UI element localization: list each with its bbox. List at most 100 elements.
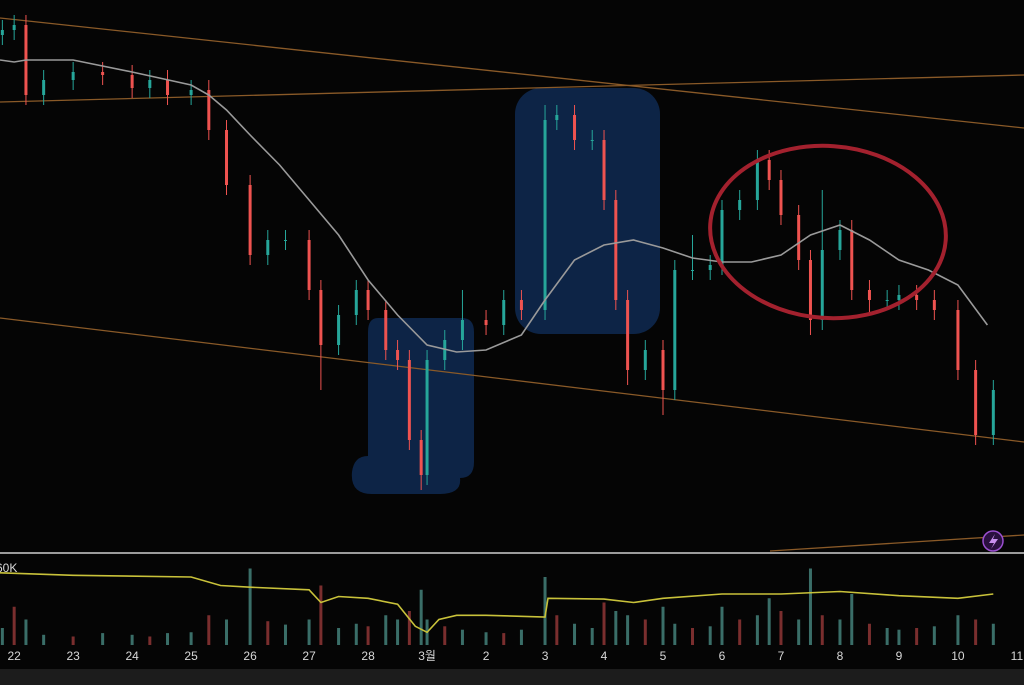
volume-bar xyxy=(384,615,388,645)
volume-bar xyxy=(779,611,783,645)
volume-bar xyxy=(661,606,665,645)
highlight-box xyxy=(515,88,660,334)
candle-body xyxy=(626,300,630,370)
candle-body xyxy=(354,290,358,315)
annotations xyxy=(351,88,660,494)
volume-bar xyxy=(519,629,523,645)
candle-body xyxy=(885,300,889,301)
candle-body xyxy=(0,30,4,35)
candle-body xyxy=(384,310,388,350)
trend-line xyxy=(769,534,1024,552)
volume-bar xyxy=(419,589,423,645)
candle-body xyxy=(956,310,960,370)
volume-bar xyxy=(354,623,358,645)
volume-bar xyxy=(189,632,193,645)
candle-body xyxy=(991,390,995,435)
x-tick-label: 24 xyxy=(125,649,139,663)
volume-bar xyxy=(283,624,287,645)
candle-body xyxy=(543,120,547,310)
candle-body xyxy=(337,315,341,345)
candle-body xyxy=(484,320,488,325)
volume-bar xyxy=(932,626,936,645)
volume-bar xyxy=(626,615,630,645)
volume-bar xyxy=(24,619,28,645)
volume-bar xyxy=(130,634,134,645)
volume-bar xyxy=(956,615,960,645)
candle-body xyxy=(915,295,919,300)
candle-body xyxy=(166,80,170,95)
candle-body xyxy=(779,180,783,215)
candle-body xyxy=(673,270,677,390)
candle-body xyxy=(602,140,606,200)
volume-bar xyxy=(755,615,759,645)
volume-bar xyxy=(867,623,871,645)
candle-body xyxy=(130,75,134,88)
candle-body xyxy=(407,360,411,440)
volume-bar xyxy=(991,623,995,645)
volume-bar xyxy=(573,623,577,645)
candle-body xyxy=(767,160,771,180)
candle-body xyxy=(419,440,423,475)
volume-bar xyxy=(337,628,341,645)
x-tick-label: 10 xyxy=(951,649,965,663)
x-tick-label: 25 xyxy=(184,649,198,663)
volume-bar xyxy=(897,629,901,645)
volume-bar xyxy=(148,636,152,645)
volume-bar xyxy=(690,628,694,645)
candle-body xyxy=(897,295,901,300)
volume-bar xyxy=(502,633,506,645)
trend-lines xyxy=(0,17,1024,552)
x-tick-label: 22 xyxy=(7,649,21,663)
volume-bar xyxy=(248,568,252,645)
volume-bar xyxy=(555,615,559,645)
volume-bar xyxy=(767,598,771,645)
candle-body xyxy=(555,115,559,120)
volume-bar xyxy=(71,636,75,645)
volume-bar xyxy=(207,615,211,645)
volume-bar xyxy=(708,626,712,645)
x-tick-label: 27 xyxy=(302,649,316,663)
volume-bar xyxy=(738,619,742,645)
candle-body xyxy=(755,160,759,200)
indicator-line xyxy=(0,59,989,353)
candle-body xyxy=(207,90,211,130)
volume-bar xyxy=(12,606,16,645)
volume-bar xyxy=(590,628,594,645)
x-tick-label: 4 xyxy=(601,649,608,663)
candle-body xyxy=(425,360,429,475)
candle-body xyxy=(307,240,311,290)
candle-body xyxy=(189,90,193,95)
plot-area: 222324252627283월23456789101160K xyxy=(0,15,1023,663)
volume-bar xyxy=(166,633,170,645)
volume-bar xyxy=(266,621,270,645)
volume-bar xyxy=(366,626,370,645)
candle-body xyxy=(319,290,323,345)
volume-bar xyxy=(602,602,606,645)
indicator-line xyxy=(0,572,994,634)
volume-bar xyxy=(673,623,677,645)
candle-body xyxy=(867,290,871,300)
candle-body xyxy=(519,300,523,310)
volume-bar xyxy=(543,577,547,645)
candle-body xyxy=(42,80,46,95)
candle-body xyxy=(820,250,824,320)
candle-body xyxy=(838,230,842,250)
volume-bar xyxy=(460,629,464,645)
x-tick-label: 8 xyxy=(837,649,844,663)
candle-body xyxy=(690,270,694,271)
volume-bar xyxy=(319,585,323,645)
candle-body xyxy=(590,140,594,141)
trend-line xyxy=(0,317,1024,443)
candle-body xyxy=(101,72,105,75)
volume-bar xyxy=(614,611,618,645)
candle-body xyxy=(366,290,370,310)
candle-body xyxy=(720,210,724,265)
candle-body xyxy=(974,370,978,435)
candle-body xyxy=(460,320,464,340)
pane-label: 60K xyxy=(0,561,17,575)
x-tick-label: 3 xyxy=(542,649,549,663)
volume-bar xyxy=(101,633,105,645)
